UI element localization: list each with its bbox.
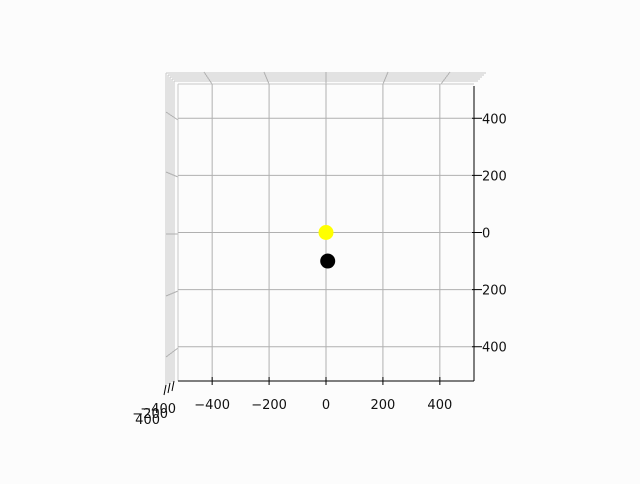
top-stub-2 <box>263 71 270 85</box>
z-axis-ticks <box>163 380 175 396</box>
x-tick-label: −400 <box>194 398 230 413</box>
z-tick-1 <box>163 384 167 396</box>
x-tick-label: 400 <box>427 398 452 413</box>
z-tick-label-3: 400 <box>135 413 160 428</box>
y-tick-label: 200 <box>482 284 507 299</box>
x-tick-label: 0 <box>322 398 330 413</box>
z-axis: −400 −200 400 <box>132 380 176 428</box>
left-stub-2 <box>165 171 179 178</box>
data-point <box>318 225 334 240</box>
top-stub-4 <box>382 71 389 85</box>
left-stub-1 <box>165 111 179 121</box>
left-stub-4 <box>165 290 179 297</box>
point-layer <box>318 225 336 269</box>
z-tick-3 <box>171 380 175 392</box>
tick-layer: −400 −200 0 200 400 400 200 0 200 400 <box>194 112 507 413</box>
top-stub-5 <box>440 71 451 85</box>
z-tick-label-2: −200 <box>132 407 168 422</box>
x-tick-label: −200 <box>251 398 287 413</box>
top-stub-1 <box>203 71 213 85</box>
data-point <box>320 253 336 269</box>
z-tick-2 <box>167 382 171 394</box>
x-tick-label: 200 <box>371 398 396 413</box>
left-stub-5 <box>165 347 179 358</box>
y-tick-label: 400 <box>482 341 507 356</box>
z-tick-label-1: −400 <box>140 402 176 417</box>
y-tick-label: 400 <box>482 112 507 127</box>
y-tick-label: 0 <box>482 227 490 242</box>
left-grid-stubs <box>165 111 179 358</box>
top-grid-stubs <box>203 71 451 85</box>
y-tick-label: 200 <box>482 169 507 184</box>
